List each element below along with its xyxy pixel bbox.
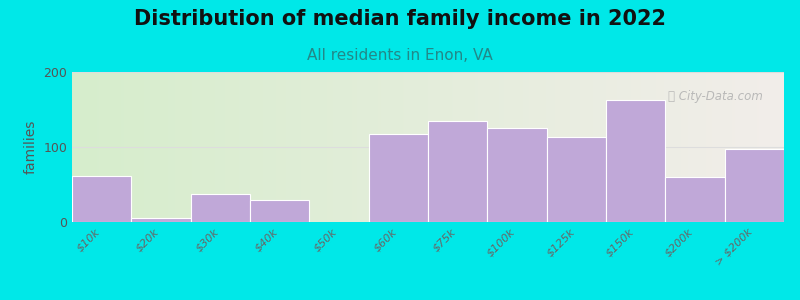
Bar — [487, 128, 546, 222]
Bar — [250, 200, 310, 222]
Bar — [606, 100, 666, 222]
Bar — [428, 121, 487, 222]
Bar — [190, 194, 250, 222]
Bar — [546, 137, 606, 222]
Y-axis label: families: families — [24, 120, 38, 174]
Bar — [369, 134, 428, 222]
Bar — [72, 176, 131, 222]
Bar — [666, 177, 725, 222]
Bar — [725, 148, 784, 222]
Text: Ⓢ City-Data.com: Ⓢ City-Data.com — [668, 90, 762, 103]
Text: Distribution of median family income in 2022: Distribution of median family income in … — [134, 9, 666, 29]
Text: All residents in Enon, VA: All residents in Enon, VA — [307, 48, 493, 63]
Bar — [131, 218, 190, 222]
